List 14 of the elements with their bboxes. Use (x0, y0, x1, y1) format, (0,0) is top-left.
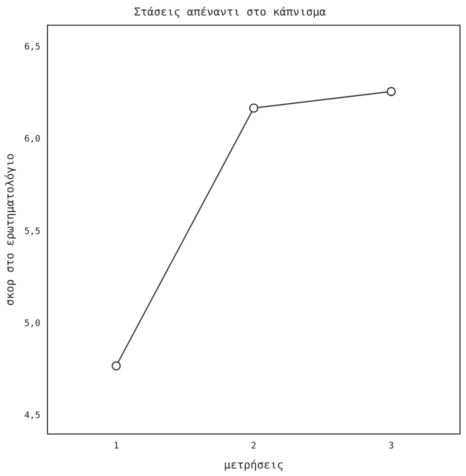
x-tick-label: 2 (251, 442, 256, 452)
x-tick-label: 1 (114, 442, 119, 452)
point (112, 361, 121, 370)
y-tick-label: 6,5 (24, 42, 40, 53)
x-axis-title: μετρήσεις (224, 458, 284, 472)
y-tick-label: 5,0 (24, 318, 40, 329)
y-tick-label: 4,5 (24, 410, 40, 421)
x-tick-label: 3 (388, 442, 394, 452)
y-tick-label: 5,5 (24, 226, 40, 237)
point (386, 86, 396, 96)
chart-title: Στάσεις απέναντι στο κάπνισμα (134, 5, 326, 18)
point (249, 103, 258, 113)
y-tick-label: 6,0 (24, 134, 40, 145)
y-axis-title: σκορ στο ερωτηματολόγιο (3, 153, 16, 306)
